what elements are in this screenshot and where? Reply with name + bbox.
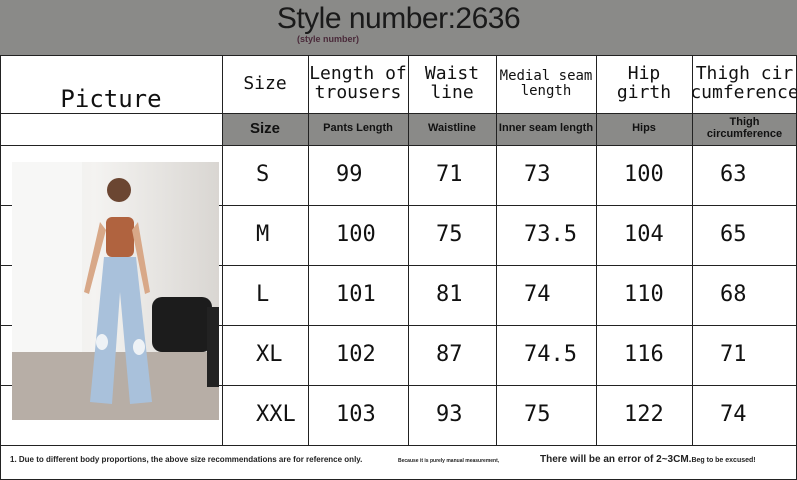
column-divider [308,55,309,445]
footer-note-manual: Because it is purely manual measurement, [398,458,500,464]
footer-note-error: There will be an error of 2~3CM.Beg to b… [540,454,756,465]
header-0: Picture [60,85,162,114]
table-cell: 99 [336,162,363,188]
table-cell: 71 [720,342,747,368]
table-cell: 81 [436,282,463,308]
alt-header-3: Inner seam length [498,122,594,135]
excuse-text: Beg to be excused! [691,457,756,464]
header-4: Medial seam length [499,68,593,99]
row-divider [0,265,797,266]
alt-header-2: Waistline [428,122,476,135]
model-image [12,162,219,420]
table-cell: 100 [336,222,376,248]
alt-header-1: Pants Length [323,122,393,135]
table-cell: XXL [256,402,296,428]
error-text: There will be an error of 2~3CM. [540,454,692,465]
row-divider [0,145,797,146]
table-cell: 101 [336,282,376,308]
table-cell: 110 [624,282,664,308]
table-cell: 73.5 [524,222,577,248]
row-divider [0,55,797,56]
table-cell: 74 [720,402,747,428]
table-cell: L [256,282,270,308]
column-divider [596,55,597,445]
table-cell: 65 [720,222,747,248]
table-cell: 100 [624,162,664,188]
table-cell: 102 [336,342,376,368]
table-cell: S [256,162,270,188]
header-5: Hip girth [616,63,672,103]
title-band [0,0,797,55]
header-3: Waist line [424,63,480,103]
row-divider [0,325,797,326]
alt-header-4: Hips [632,122,656,135]
table-cell: 103 [336,402,376,428]
column-divider [0,55,1,479]
header-2: Length of trousers [309,63,407,103]
table-cell: 74.5 [524,342,577,368]
header-6: Thigh cir cumference [690,63,797,103]
row-divider [0,445,797,446]
table-cell: 75 [436,222,463,248]
table-cell: 93 [436,402,463,428]
table-cell: 116 [624,342,664,368]
style-number-subtitle: (style number) [297,34,360,44]
product-photo [12,162,219,420]
footer-note-reference: 1. Due to different body proportions, th… [10,455,363,464]
column-divider [496,55,497,445]
column-divider [408,55,409,445]
row-divider [0,205,797,206]
table-cell: 75 [524,402,551,428]
style-number-title: Style number:2636 [276,2,521,35]
table-cell: 87 [436,342,463,368]
column-divider [222,55,223,445]
alt-header-band [222,113,797,145]
column-divider [692,55,693,445]
table-cell: 63 [720,162,747,188]
table-cell: 74 [524,282,551,308]
alt-header-5: Thigh circumference [706,116,783,140]
table-cell: 68 [720,282,747,308]
row-divider [0,385,797,386]
row-divider [0,113,797,114]
header-1: Size [243,72,287,94]
table-cell: 71 [436,162,463,188]
table-cell: XL [256,342,283,368]
table-cell: 104 [624,222,664,248]
alt-header-0: Size [249,120,280,138]
table-cell: 122 [624,402,664,428]
table-cell: M [256,222,270,248]
table-cell: 73 [524,162,551,188]
